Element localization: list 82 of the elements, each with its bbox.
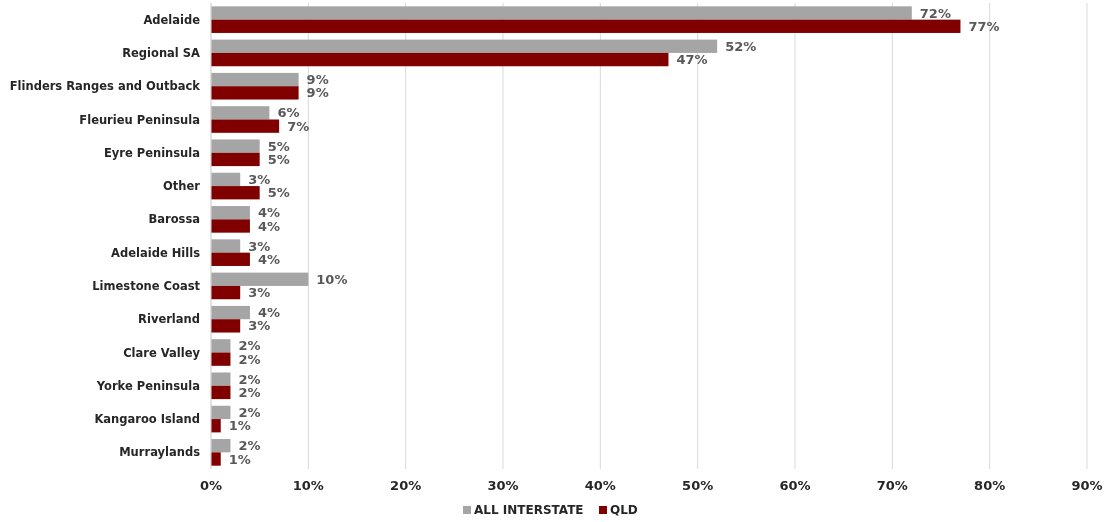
data-label: 7% (287, 118, 310, 134)
data-label: 2% (238, 438, 261, 454)
y-tick-label: Adelaide Hills (111, 245, 201, 260)
y-tick-label: Yorke Peninsula (95, 378, 200, 393)
data-label: 4% (257, 305, 281, 321)
data-label: 4% (257, 205, 281, 221)
bar (211, 219, 250, 233)
bar (211, 439, 231, 453)
y-tick-label: Flinders Ranges and Outback (9, 79, 201, 94)
legend-label: ALL INTERSTATE (474, 503, 584, 517)
x-tick-label: 80% (974, 478, 1006, 493)
bar (211, 272, 309, 286)
y-tick-label: Adelaide (143, 12, 201, 27)
legend-label: QLD (610, 503, 638, 517)
data-label: 2% (238, 384, 261, 400)
y-tick-label: Other (163, 179, 201, 194)
x-tick-label: 90% (1071, 478, 1103, 493)
x-tick-label: 60% (779, 478, 811, 493)
bar (211, 139, 260, 153)
y-tick-label: Fleurieu Peninsula (79, 112, 200, 127)
x-tick-label: 0% (199, 478, 223, 493)
data-label: 3% (248, 171, 271, 187)
bar (211, 19, 961, 33)
bar (211, 206, 250, 220)
bar (211, 285, 241, 300)
data-label: 2% (238, 404, 261, 420)
x-tick-label: 10% (292, 478, 324, 493)
bar (211, 239, 241, 253)
bar (211, 6, 912, 20)
bar (211, 252, 250, 266)
bar (211, 339, 231, 353)
bar (211, 352, 231, 366)
data-label: 9% (306, 72, 329, 88)
data-label: 3% (248, 318, 271, 334)
bar (211, 419, 221, 433)
data-label: 3% (248, 238, 271, 254)
data-label: 2% (238, 371, 261, 387)
bar (211, 72, 299, 87)
data-label: 2% (238, 338, 261, 354)
y-tick-label: Kangaroo Island (94, 412, 200, 427)
x-tick-label: 20% (390, 478, 422, 493)
x-tick-label: 40% (584, 478, 616, 493)
data-label: 1% (228, 418, 251, 434)
bar (211, 319, 241, 333)
bar (211, 119, 280, 133)
y-tick-label: Murraylands (119, 445, 201, 460)
bar (211, 86, 299, 100)
x-tick-label: 50% (682, 478, 714, 493)
bar (211, 152, 260, 167)
bar (211, 106, 270, 120)
bar (211, 305, 250, 320)
bar (211, 52, 669, 67)
bar (211, 39, 718, 53)
data-label: 5% (267, 185, 290, 201)
bar (211, 372, 231, 386)
y-tick-label: Barossa (148, 212, 200, 227)
data-label: 77% (968, 18, 1000, 34)
data-label: 2% (238, 351, 261, 367)
data-label: 5% (267, 151, 290, 167)
data-label: 10% (316, 271, 348, 287)
bar (211, 172, 241, 187)
x-tick-label: 70% (876, 478, 908, 493)
data-label: 3% (248, 285, 271, 301)
data-label: 6% (277, 105, 300, 121)
y-tick-label: Regional SA (122, 45, 201, 60)
y-tick-label: Riverland (138, 312, 200, 327)
y-tick-label: Eyre Peninsula (103, 145, 200, 160)
y-tick-label: Clare Valley (123, 345, 201, 360)
bar (211, 452, 221, 466)
data-label: 4% (257, 218, 281, 234)
data-label: 1% (228, 451, 251, 467)
bar (211, 385, 231, 400)
bar (211, 405, 231, 420)
x-tick-label: 30% (487, 478, 519, 493)
data-label: 72% (919, 5, 951, 21)
data-label: 9% (306, 85, 329, 101)
bar (211, 186, 260, 200)
data-label: 47% (676, 52, 708, 68)
data-label: 4% (257, 251, 281, 267)
data-label: 52% (725, 38, 757, 54)
data-label: 5% (267, 138, 290, 154)
y-tick-label: Limestone Coast (92, 278, 201, 293)
